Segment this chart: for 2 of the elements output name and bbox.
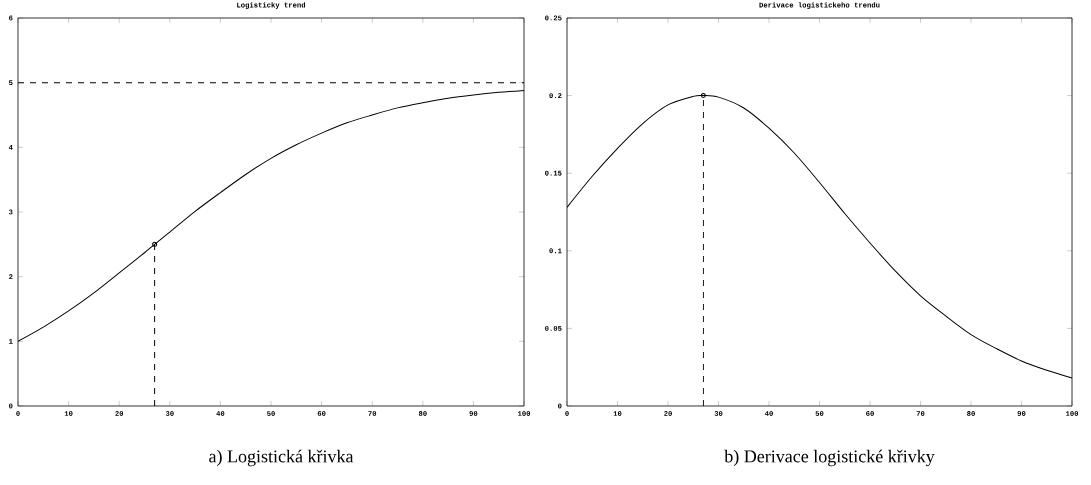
text: a) Logistická křivka (209, 449, 354, 467)
text: b) Derivace logistické křivky (724, 449, 935, 467)
